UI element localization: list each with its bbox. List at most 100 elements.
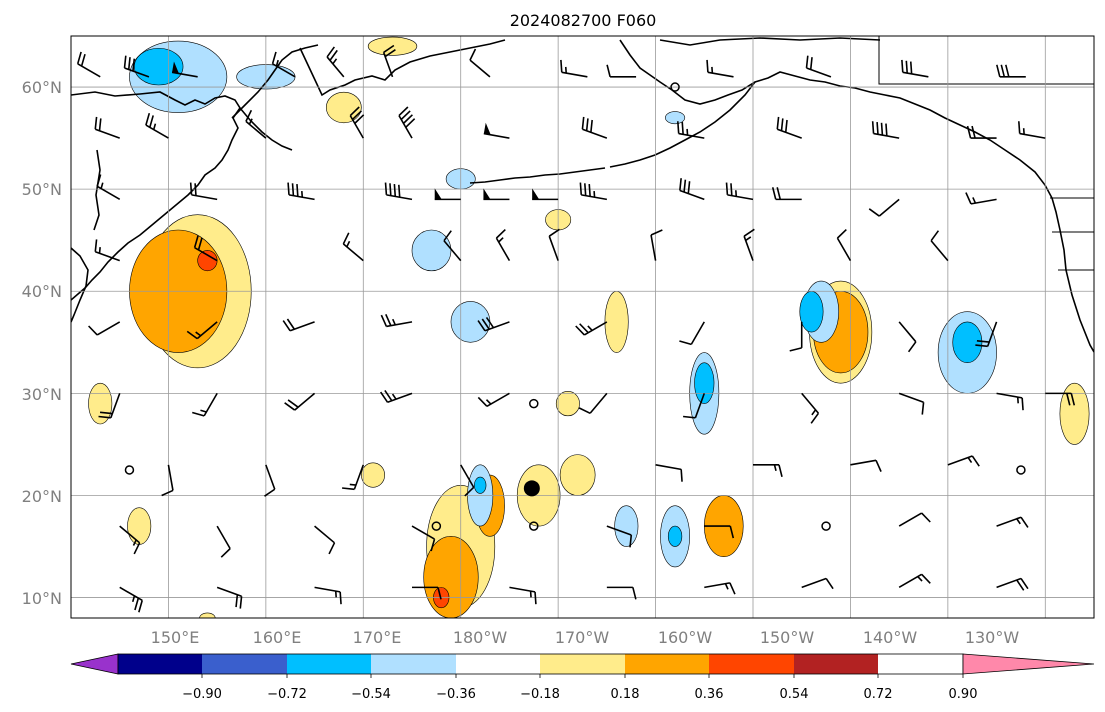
barb-full-flag (329, 49, 338, 61)
coastline-alaska-north (659, 37, 881, 46)
barb-half-flag (248, 118, 253, 125)
colorbar-tick-label: −0.90 (182, 687, 222, 702)
lon-tick-label: 180°W (453, 628, 508, 647)
barb-full-flag (349, 106, 360, 117)
wind-barb (898, 321, 917, 353)
field-contour-region (1059, 382, 1090, 445)
barb-staff (898, 321, 917, 343)
barb-full-flag (1005, 64, 1010, 78)
barb-full-flag (825, 578, 834, 590)
colorbar-swatch (202, 654, 287, 674)
barb-full-flag (730, 183, 733, 196)
barb-full-flag (650, 229, 663, 236)
barb-full-flag (193, 235, 199, 248)
wind-barb (193, 235, 218, 262)
field-contour-region (411, 229, 452, 272)
barb-full-flag (1016, 579, 1025, 591)
wind-barb (245, 109, 267, 139)
barb-full-flag (584, 183, 587, 196)
barb-full-flag (996, 64, 1001, 78)
colorbar-tick-label: 0.36 (695, 687, 724, 702)
wind-barb (776, 116, 802, 139)
barb-full-flag (971, 125, 976, 139)
barb-full-flag (971, 455, 980, 467)
wind-barb (145, 112, 169, 139)
wind-barb (901, 59, 929, 78)
wind-barb (495, 228, 511, 262)
barb-full-flag (398, 184, 401, 198)
barb-full-flag (836, 228, 847, 239)
barb-full-flag (880, 122, 884, 136)
barb-staff (655, 464, 682, 471)
field-contour-region (952, 321, 983, 364)
barb-full-flag (379, 391, 389, 403)
wind-barb (411, 525, 436, 552)
barb-full-flag (384, 182, 388, 195)
barb-full-flag (575, 325, 585, 336)
barb-full-flag (430, 538, 436, 552)
barb-full-flag (885, 123, 888, 136)
colorbar-tick-label: 0.18 (611, 687, 640, 702)
barb-full-flag (149, 115, 154, 128)
barb-half-flag (100, 182, 104, 189)
wind-barb (996, 516, 1029, 528)
barb-staff (216, 525, 231, 550)
wind-barb (76, 51, 101, 78)
barb-full-flag (326, 46, 335, 58)
field-contour-region (694, 362, 715, 404)
barb-full-flag (383, 44, 395, 54)
barb-full-flag (287, 182, 290, 195)
barb-full-flag (907, 341, 917, 353)
wind-barb (996, 577, 1029, 591)
colorbar-tick-label: −0.72 (267, 687, 307, 702)
barb-full-flag (680, 469, 683, 482)
barb-full-flag (393, 184, 397, 197)
barb-staff (167, 464, 174, 491)
barb-full-flag (805, 55, 809, 69)
wind-barb (314, 586, 342, 605)
barb-full-flag (780, 118, 784, 131)
barb-full-flag (342, 487, 355, 491)
lon-tick-label: 170°W (555, 628, 610, 647)
wind-barb (836, 228, 852, 262)
wind-barb (161, 464, 174, 497)
barb-full-flag (99, 411, 113, 415)
barb-staff (314, 525, 336, 544)
barb-half-flag (275, 59, 279, 67)
barb-full-flag (771, 187, 777, 200)
wind-barb (975, 321, 998, 348)
barb-staff (606, 525, 632, 536)
barb-full-flag (875, 460, 882, 472)
field-contour-region (665, 111, 686, 125)
wind-barb (1018, 121, 1046, 139)
barb-full-flag (354, 114, 365, 124)
wind-barb (216, 586, 243, 609)
calm-wind-circle (124, 465, 135, 475)
wind-barb (801, 392, 820, 424)
colorbar-swatch (625, 654, 709, 674)
lon-tick-label: 160°W (658, 628, 713, 647)
lat-tick-label: 30°N (22, 385, 62, 404)
barb-full-flag (905, 60, 908, 74)
barb-staff (443, 240, 462, 262)
barb-full-flag (679, 340, 692, 346)
barb-half-flag (392, 318, 396, 326)
wind-barb (326, 46, 345, 78)
barb-half-flag (195, 331, 202, 337)
barb-full-flag (495, 228, 506, 239)
barb-full-flag (578, 407, 591, 415)
barb-full-flag (197, 237, 203, 251)
barb-full-flag (469, 48, 477, 61)
wind-barb (677, 121, 705, 139)
calm-wind-circle (529, 521, 539, 531)
barb-full-flag (921, 512, 931, 523)
lat-tick-label: 50°N (22, 180, 62, 199)
wind-barb (966, 125, 997, 139)
station-markers (124, 82, 1026, 531)
field-contour-region (325, 91, 362, 124)
wind-barb (868, 198, 900, 217)
barb-full-flag (871, 121, 875, 134)
wind-barb (342, 232, 364, 262)
colorbar-swatch (709, 654, 794, 674)
colorbar-tick-label: 0.54 (780, 687, 809, 702)
